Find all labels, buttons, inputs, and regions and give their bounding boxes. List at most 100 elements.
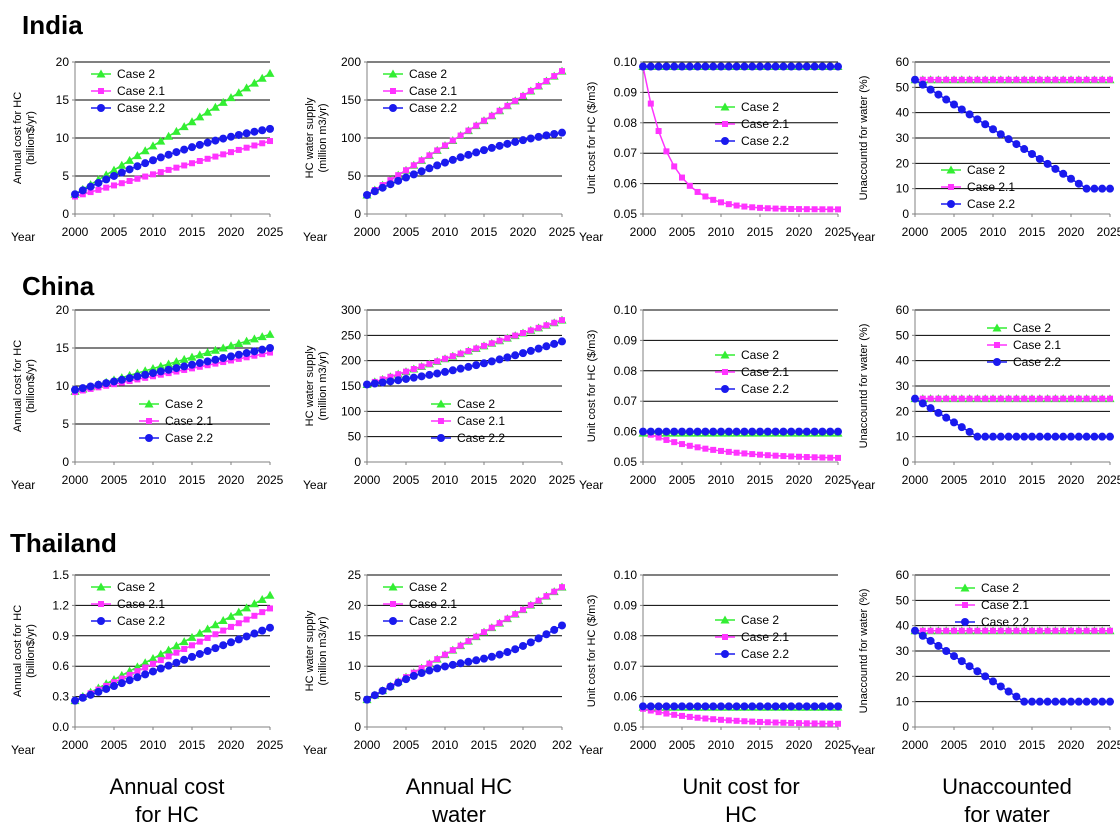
y-tick-label: 40: [896, 619, 910, 633]
legend-marker: [144, 399, 154, 408]
data-point: [189, 642, 195, 649]
data-point: [725, 448, 732, 455]
data-point: [386, 180, 395, 189]
y-tick-label: 30: [896, 131, 910, 145]
y-axis-label: Unit cost for HC ($/m3): [586, 595, 598, 707]
y-tick-label: 1.5: [52, 568, 69, 582]
data-point: [710, 716, 717, 723]
data-point: [943, 76, 950, 83]
x-tick-label: 2020: [510, 738, 537, 752]
data-point: [164, 131, 174, 140]
data-point: [259, 351, 266, 358]
data-point: [763, 427, 772, 436]
y-tick-label: 0.09: [614, 85, 638, 99]
data-point: [1036, 627, 1043, 634]
data-point: [480, 359, 488, 368]
y-tick-label: 5: [354, 690, 361, 704]
y-tick-label: 60: [896, 303, 910, 317]
data-point: [410, 366, 417, 373]
data-point: [1052, 76, 1059, 83]
data-point: [1074, 179, 1083, 188]
y-axis-label: Unaccountd for water (%): [858, 589, 870, 714]
x-tick-label: 2020: [786, 473, 813, 487]
data-point: [409, 671, 418, 680]
series-case-2-2: [71, 124, 274, 199]
data-point: [1083, 627, 1090, 634]
data-point: [926, 636, 935, 645]
x-tick-label: 2025: [257, 473, 284, 487]
data-point: [226, 93, 236, 102]
data-point: [181, 646, 188, 653]
data-point: [94, 687, 103, 696]
data-point: [780, 453, 787, 460]
x-tick-label: 2000: [902, 225, 929, 239]
x-tick-label: 2000: [354, 225, 381, 239]
data-point: [140, 658, 150, 667]
x-tick-label: 2020: [1058, 738, 1085, 752]
x-tick-label: 2005: [941, 738, 968, 752]
data-point: [749, 451, 756, 458]
data-point: [748, 62, 757, 71]
x-tick-label: 2010: [708, 225, 735, 239]
data-point: [370, 691, 379, 700]
data-point: [187, 632, 197, 641]
data-point: [965, 662, 974, 671]
data-point: [1098, 432, 1107, 441]
data-point: [559, 584, 565, 591]
y-axis-label: (billion$/yr): [25, 359, 37, 413]
data-point: [701, 702, 710, 711]
data-point: [982, 76, 989, 83]
y-tick-label: 0.06: [614, 690, 638, 704]
y-tick-label: 20: [56, 303, 70, 317]
legend-marker: [721, 137, 729, 145]
legend: Case 2 Case 2.1 Case 2.2: [715, 100, 789, 148]
data-point: [558, 621, 566, 630]
data-point: [527, 87, 534, 94]
data-point: [481, 629, 487, 636]
column-title-water-line1: Annual HC: [406, 774, 513, 799]
legend-marker: [994, 342, 1000, 348]
x-tick-label: 2010: [432, 738, 459, 752]
data-point: [1005, 76, 1012, 83]
legend-marker: [98, 601, 104, 607]
data-point: [219, 134, 228, 143]
x-tick-label: 2025: [825, 225, 852, 239]
data-point: [996, 432, 1005, 441]
data-point: [694, 444, 701, 451]
data-point: [204, 155, 211, 162]
y-tick-label: 50: [896, 328, 910, 342]
data-point: [685, 427, 694, 436]
x-tick-label: 2020: [218, 738, 245, 752]
data-point: [520, 92, 526, 99]
data-point: [826, 427, 835, 436]
data-point: [997, 395, 1004, 402]
y-axis-label: HC water supply: [304, 610, 316, 691]
data-point: [234, 350, 243, 359]
data-point: [204, 634, 211, 641]
data-point: [503, 648, 512, 657]
y-tick-label: 0: [62, 455, 69, 469]
series-case-2-2: [71, 344, 274, 394]
data-point: [686, 442, 693, 449]
data-point: [982, 395, 989, 402]
data-point: [1035, 432, 1044, 441]
legend-marker: [960, 583, 970, 592]
series-case-2-2: [363, 337, 566, 389]
data-point: [1107, 76, 1113, 83]
data-point: [780, 205, 787, 212]
data-point: [1013, 627, 1020, 634]
data-point: [1106, 432, 1114, 441]
y-tick-label: 50: [348, 430, 362, 444]
data-point: [678, 62, 686, 71]
data-point: [1083, 395, 1090, 402]
data-point: [250, 127, 259, 136]
data-point: [125, 155, 135, 164]
data-point: [487, 652, 496, 661]
data-point: [749, 204, 756, 211]
data-point: [550, 625, 559, 634]
data-point: [1059, 169, 1068, 178]
legend-marker: [145, 434, 153, 442]
data-point: [725, 717, 732, 724]
chart-thailand-annual-water: 0 5 10 15 20 25 2000 2005 2010 2015 2020 202 Year HC …: [303, 568, 572, 757]
data-point: [679, 174, 685, 181]
